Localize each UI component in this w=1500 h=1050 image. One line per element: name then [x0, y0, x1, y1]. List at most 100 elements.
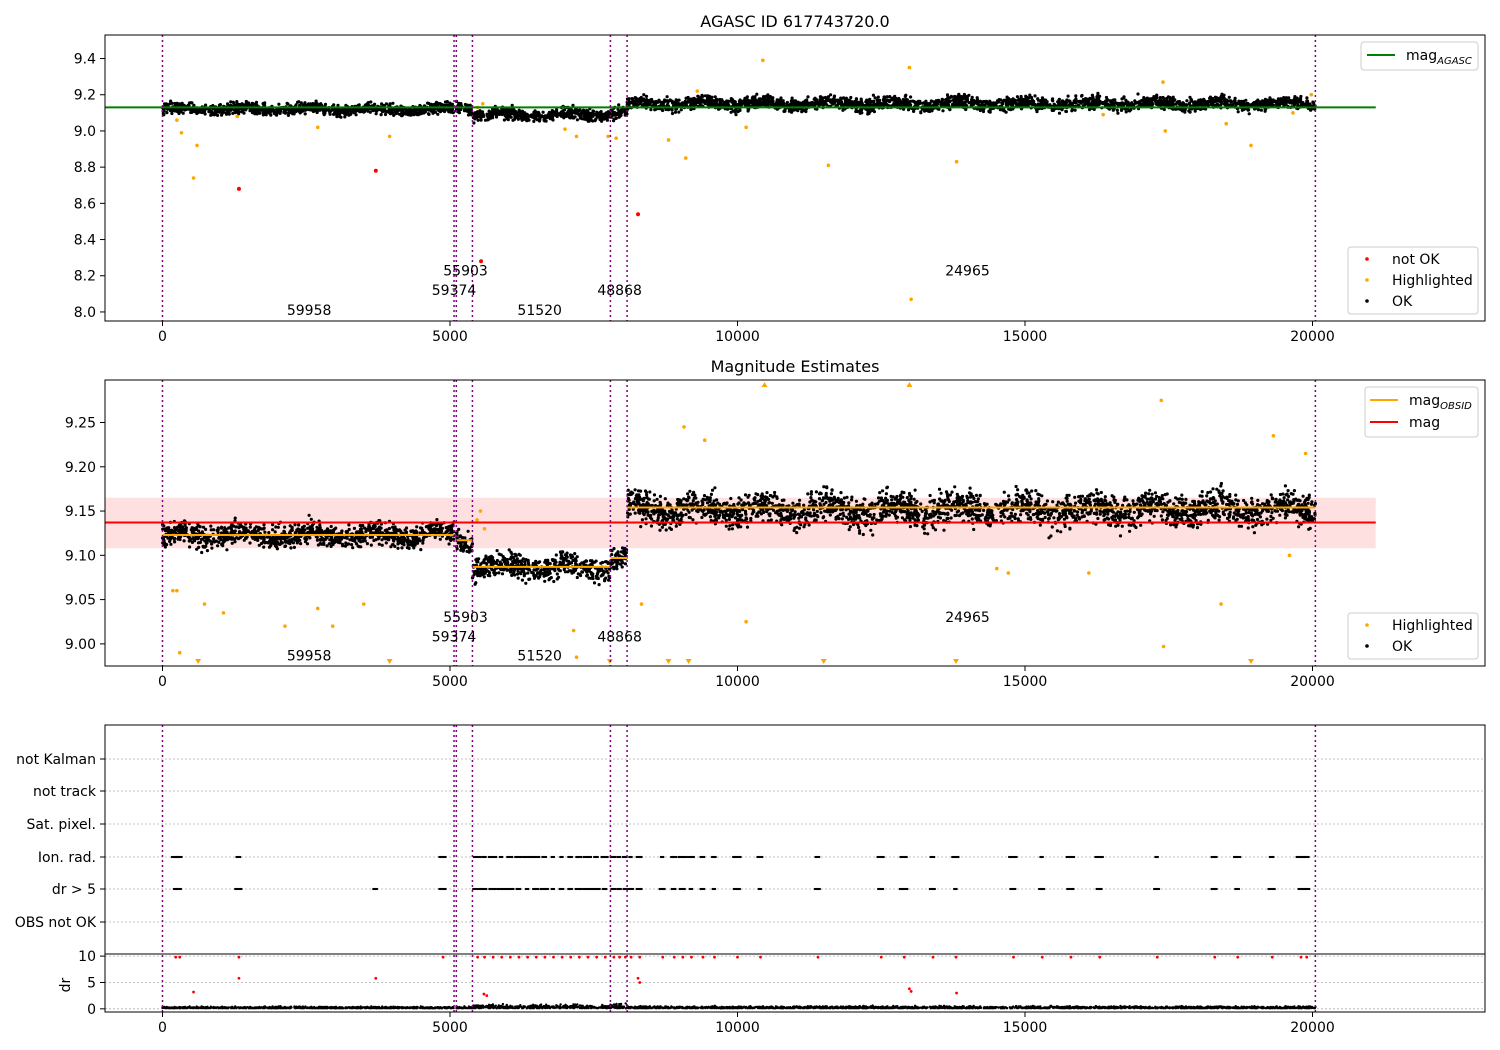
- highlighted-point: [1249, 143, 1253, 148]
- dr-flagged-point: [701, 955, 705, 959]
- flag-event-point: [494, 887, 497, 891]
- highlighted-point: [475, 518, 479, 522]
- dr-flagged-point: [1069, 955, 1073, 959]
- y-tick-label: 9.4: [74, 52, 96, 68]
- agasc-magnitude-panel: AGASC ID 617743720.0 59958 59374 55903 51520…: [74, 12, 1486, 345]
- magnitude-estimates-panel: Magnitude Estimates 59958 59374 55903 51520 4…: [65, 357, 1486, 690]
- legend-label: Highlighted: [1392, 618, 1473, 634]
- highlighted-point: [315, 125, 320, 130]
- flag-event-point: [570, 855, 574, 859]
- flag-event-point: [1215, 855, 1218, 859]
- flag-event-point: [240, 887, 243, 891]
- dr-flagged-point: [483, 955, 486, 959]
- dr-flagged-point: [1012, 955, 1015, 959]
- dr-tick-label: 5: [87, 975, 96, 991]
- dr-flagged-point: [1040, 955, 1044, 959]
- dr-flagged-point: [661, 955, 665, 959]
- flag-event-point: [683, 887, 686, 891]
- dr-flagged-point: [955, 991, 958, 995]
- out-of-range-marker: [906, 382, 913, 387]
- flag-event-point: [761, 855, 764, 859]
- dr-flagged-point: [636, 976, 640, 980]
- highlighted-point: [702, 438, 707, 443]
- y-tick-label: 9.2: [74, 88, 96, 104]
- x-tick-label: 15000: [1003, 329, 1048, 345]
- dr-flagged-point: [908, 987, 911, 991]
- dr-flagged-point: [534, 955, 538, 959]
- flag-event-point: [955, 887, 958, 891]
- flag-event-point: [738, 887, 742, 891]
- dr-flagged-point: [441, 955, 445, 959]
- out-of-range-marker: [761, 382, 768, 387]
- obsid-label: 51520: [517, 648, 562, 664]
- legend-label: magAGASC: [1406, 48, 1472, 67]
- flag-event-point: [1158, 887, 1161, 891]
- obsid-label: 59958: [287, 648, 332, 664]
- flag-event-point: [640, 855, 643, 859]
- flag-event-point: [444, 887, 447, 891]
- flag-event-point: [714, 855, 717, 859]
- flag-event-point: [614, 855, 617, 859]
- legend-box: [1347, 612, 1479, 660]
- highlighted-point: [995, 566, 999, 571]
- highlighted-point: [195, 143, 199, 148]
- flag-event-point: [882, 887, 885, 891]
- flag-event-point: [479, 855, 482, 859]
- legend-marker: [1365, 278, 1369, 282]
- flag-event-point: [624, 887, 628, 891]
- legend-label: magOBSID: [1409, 393, 1472, 412]
- dr-flagged-point: [526, 955, 530, 959]
- flags-panel: not Kalman not track Sat. pixel. Ion. rad. d…: [15, 724, 1486, 1036]
- dr-flagged-point: [1236, 955, 1240, 959]
- highlighted-point: [1159, 398, 1164, 403]
- obsid-label: 55903: [443, 263, 488, 279]
- x-tick-label: 20000: [1290, 329, 1335, 345]
- flag-event-point: [703, 887, 706, 891]
- dr-flagged-point: [623, 955, 627, 959]
- flag-event-point: [501, 855, 504, 859]
- x-tick-label: 0: [158, 329, 167, 345]
- dr-flagged-point: [586, 955, 590, 959]
- not-ok-point: [479, 259, 484, 264]
- points-legend: Highlighted OK: [1347, 612, 1479, 660]
- highlighted-point: [614, 136, 618, 140]
- flag-event-point: [1072, 887, 1075, 891]
- flag-event-point: [553, 855, 556, 859]
- points-legend: not OK Highlighted OK: [1347, 246, 1479, 315]
- legend-marker: [1365, 644, 1369, 648]
- flag-row-label: OBS not OK: [15, 915, 97, 931]
- highlighted-point: [574, 134, 579, 139]
- dr-flagged-point: [816, 955, 820, 959]
- x-tick-label: 15000: [1003, 674, 1048, 690]
- dr-flagged-point: [595, 955, 599, 959]
- highlighted-point: [482, 526, 487, 531]
- out-of-range-marker: [665, 659, 672, 664]
- flag-event-point: [520, 855, 523, 859]
- flag-event-point: [590, 855, 593, 859]
- x-tick-label: 15000: [1003, 1020, 1048, 1036]
- highlighted-point: [191, 176, 196, 180]
- dr-flagged-point: [681, 955, 685, 959]
- flag-event-point: [906, 887, 909, 891]
- flag-event-point: [1015, 855, 1018, 859]
- y-tick-label: 9.10: [65, 548, 96, 564]
- obsid-label: 48868: [597, 629, 642, 645]
- highlighted-point: [480, 101, 485, 106]
- legend-label: not OK: [1392, 252, 1440, 268]
- highlighted-point: [954, 159, 959, 164]
- y-tick-label: 8.6: [74, 196, 96, 212]
- highlighted-point: [1271, 433, 1276, 438]
- highlighted-point: [666, 138, 671, 142]
- flag-event-point: [538, 855, 541, 859]
- highlighted-point: [1309, 92, 1314, 97]
- y-tick-label: 8.2: [74, 269, 96, 285]
- highlighted-point: [1303, 451, 1308, 456]
- x-tick-label: 5000: [432, 329, 468, 345]
- flag-event-point: [1272, 855, 1275, 859]
- dr-flagged-point: [672, 955, 676, 959]
- dr-flagged-point: [517, 955, 521, 959]
- highlighted-point: [1101, 112, 1105, 117]
- highlighted-point: [639, 602, 644, 606]
- highlighted-point: [283, 624, 287, 628]
- highlighted-point: [361, 602, 366, 606]
